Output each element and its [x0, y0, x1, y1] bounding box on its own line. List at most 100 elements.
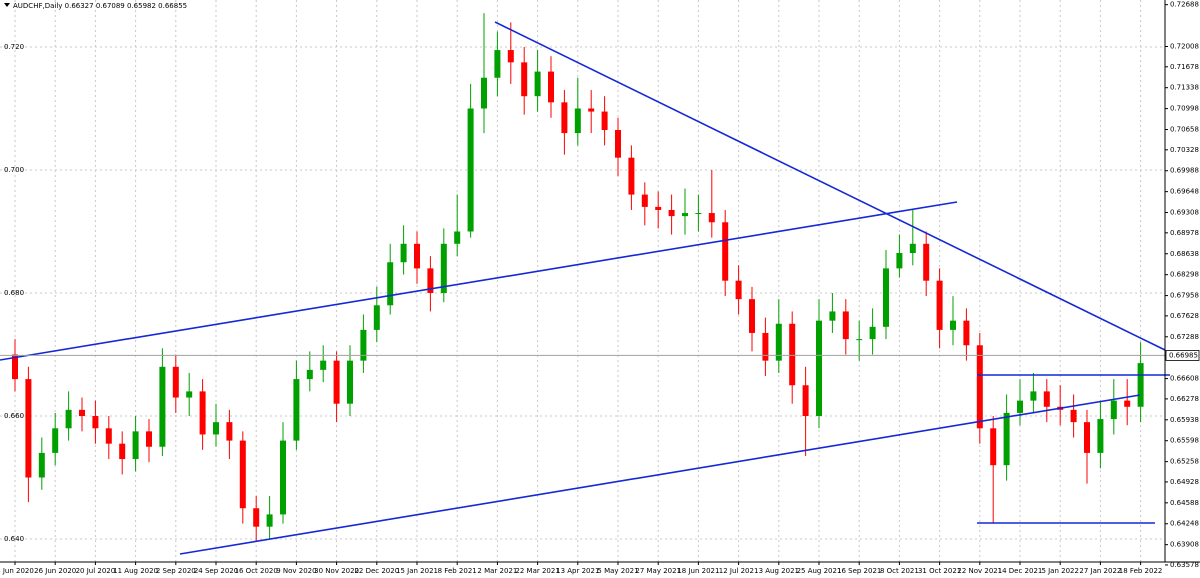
x-tick-label: 30 Nov 2020 [314, 567, 359, 575]
candle-body [467, 108, 474, 232]
candle-body [722, 222, 729, 281]
x-tick-label: 15 Jan 2021 [396, 567, 438, 575]
y2-tick-label: 0.71338 [1170, 84, 1199, 92]
candle-body [373, 305, 380, 330]
candle-body [869, 326, 876, 340]
candle-body [762, 332, 769, 361]
y2-tick-label: 0.69308 [1170, 209, 1199, 217]
chart-title: AUDCHF,Daily 0.66327 0.67089 0.65982 0.6… [13, 2, 187, 10]
candle-body [695, 213, 702, 215]
y2-tick-label: 0.70328 [1170, 146, 1199, 154]
candle-body [883, 268, 889, 327]
x-tick-label: 13 Apr 2021 [556, 567, 599, 575]
trend-lines [0, 21, 1170, 555]
candle-body [561, 102, 568, 134]
x-tick-label: 22 Nov 2021 [957, 567, 1002, 575]
y2-tick-label: 0.67288 [1170, 333, 1199, 341]
trend-line [179, 394, 1141, 555]
candle-body [92, 415, 99, 429]
candle-body [1043, 391, 1050, 407]
candle-body [38, 452, 45, 478]
candles [12, 13, 1144, 543]
y2-tick-label: 0.70998 [1170, 105, 1199, 113]
candle-body [199, 391, 206, 435]
x-tick-label: 25 Aug 2021 [797, 567, 842, 575]
candle-body [655, 206, 662, 210]
x-tick-label: 5 Jan 2022 [1041, 567, 1079, 575]
candle-body [52, 428, 59, 453]
x-tick-label: 3 Aug 2021 [759, 567, 799, 575]
candle-body [682, 213, 688, 217]
y2-tick-label: 0.70658 [1170, 126, 1199, 134]
last-price-label: 0.66985 [1169, 351, 1198, 359]
candle-body [775, 323, 782, 361]
x-tick-label: 27 Jan 2022 [1079, 567, 1121, 575]
y2-tick-label: 0.64248 [1170, 520, 1199, 528]
x-tick-label: 18 Feb 2022 [1119, 567, 1163, 575]
y2-tick-label: 0.69648 [1170, 188, 1199, 196]
x-tick-label: 8 Oct 2021 [880, 567, 919, 575]
candle-body [360, 329, 367, 361]
candle-body [990, 428, 997, 466]
candle-body [1084, 422, 1090, 453]
y2-tick-label: 0.69988 [1170, 167, 1199, 175]
y2-tick-label: 0.65598 [1170, 437, 1199, 445]
x-tick-label: 24 Sep 2020 [194, 567, 238, 575]
y2-tick-label: 0.72008 [1170, 42, 1199, 50]
candle-body [105, 428, 112, 444]
candle-body [253, 508, 260, 527]
x-tick-label: 5 May 2021 [597, 567, 638, 575]
candle-body [534, 71, 541, 97]
candle-body [1030, 391, 1037, 401]
candle-body [668, 209, 675, 217]
y2-tick-label: 0.71678 [1170, 63, 1199, 71]
y2-tick-label: 0.66608 [1170, 375, 1199, 383]
x-tick-label: 18 Jun 2021 [677, 567, 719, 575]
candle-body [12, 354, 18, 380]
candle-body [735, 280, 742, 300]
candle-body [896, 253, 903, 269]
candle-body [186, 391, 193, 398]
x-tick-label: 22 Mar 2021 [515, 567, 559, 575]
candle-body [1110, 400, 1117, 420]
y2-tick-label: 0.67628 [1170, 312, 1199, 320]
x-tick-label: 2 Mar 2021 [477, 567, 517, 575]
candle-body [802, 385, 809, 416]
y-tick-label: 0.720 [4, 43, 24, 51]
candle-body [119, 443, 126, 460]
last-price-box [1165, 350, 1200, 361]
x-tick-label: 20 Jul 2020 [76, 567, 116, 575]
y2-tick-label: 0.64928 [1170, 478, 1199, 486]
candle-body [333, 360, 340, 404]
y2-tick-label: 0.63908 [1170, 541, 1199, 549]
candle-body [25, 379, 32, 478]
candle-body [1070, 409, 1077, 423]
candle-body [936, 280, 943, 330]
candle-body [816, 320, 822, 416]
candle-body [615, 130, 621, 158]
candle-body [387, 262, 394, 306]
candle-body [213, 422, 219, 435]
candle-body [1124, 400, 1131, 407]
candle-body [1097, 419, 1104, 453]
candle-body [494, 50, 501, 78]
candle-body [1017, 400, 1023, 413]
x-tick-label: 12 Jul 2021 [719, 567, 759, 575]
x-tick-label: 26 Jun 2020 [34, 567, 76, 575]
candle-body [481, 77, 487, 109]
x-tick-label: 14 Dec 2021 [998, 567, 1043, 575]
candle-body [293, 379, 300, 441]
y2-tick-label: 0.66278 [1170, 395, 1199, 403]
x-tick-label: 31 Oct 2021 [918, 567, 961, 575]
y2-tick-label: 0.68638 [1170, 250, 1199, 258]
x-tick-label: 22 Dec 2020 [354, 567, 399, 575]
x-tick-label: 11 Aug 2020 [113, 567, 158, 575]
x-tick-label: 8 Feb 2021 [438, 567, 477, 575]
candle-body [132, 431, 139, 460]
candle-body [856, 339, 863, 341]
x-tick-label: 2 Sep 2020 [156, 567, 196, 575]
candle-body [749, 299, 755, 333]
y2-tick-label: 0.64588 [1170, 499, 1199, 507]
